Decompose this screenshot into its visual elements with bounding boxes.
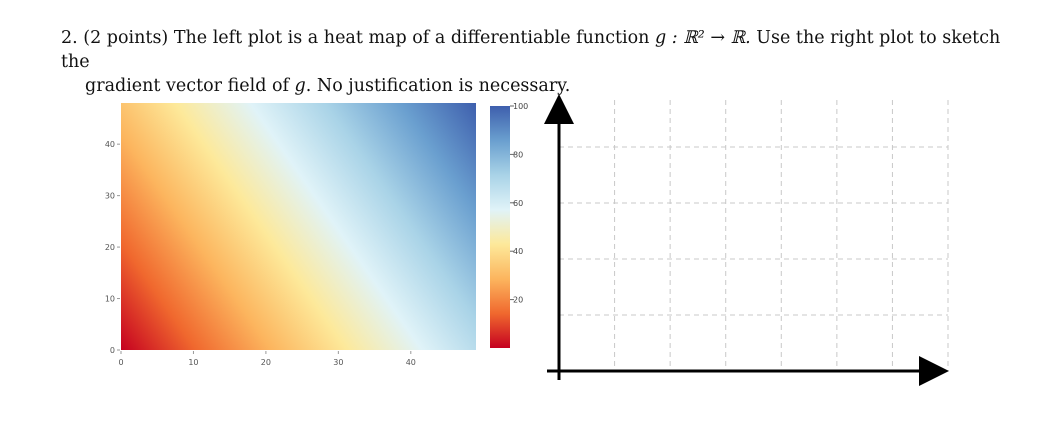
colorbar: 20 40 60 80 100 [490,102,528,348]
y-tick-label: 0 [110,346,115,355]
x-tick-label: 20 [261,358,271,367]
sketch-plot [544,94,949,386]
y-tick-label: 20 [105,243,115,252]
question-line2-a: gradient vector field of [85,76,289,96]
y-tick-label: 40 [105,140,115,149]
function-name: g [294,76,306,96]
question-text: 2. (2 points) The left plot is a heat ma… [61,26,1021,98]
colorbar-tick-label: 60 [513,199,523,208]
x-tick-label: 40 [406,358,416,367]
sketch-grid [559,100,949,371]
colorbar-ticks: 20 40 60 80 100 [510,102,528,305]
question-number: 2. [61,28,78,48]
y-tick-label: 30 [105,192,115,201]
x-tick-label: 0 [118,358,123,367]
colorbar-tick-label: 100 [513,102,528,111]
question-text-a: The left plot is a heat map of a differe… [173,28,650,48]
colorbar-tick-label: 40 [513,247,523,256]
x-tick-label: 10 [188,358,198,367]
question-line2-b: . No justification is necessary. [305,76,571,96]
y-tick-label: 10 [105,295,115,304]
colorbar-tick-label: 80 [513,150,523,159]
heatmap-area [121,103,476,350]
heatmap-chart: 0 10 20 30 40 0 10 20 30 40 [105,103,476,367]
colorbar-tick-label: 20 [513,296,523,305]
x-tick-label: 30 [333,358,343,367]
question-text-b: Use the right plot to sketch the [61,28,1001,72]
colorbar-gradient [490,106,510,348]
question-points: (2 points) [83,28,169,48]
heatmap-y-axis: 0 10 20 30 40 [105,140,120,355]
function-signature: g : ℝ² → ℝ. [655,28,751,48]
heatmap-x-axis: 0 10 20 30 40 [118,351,416,367]
